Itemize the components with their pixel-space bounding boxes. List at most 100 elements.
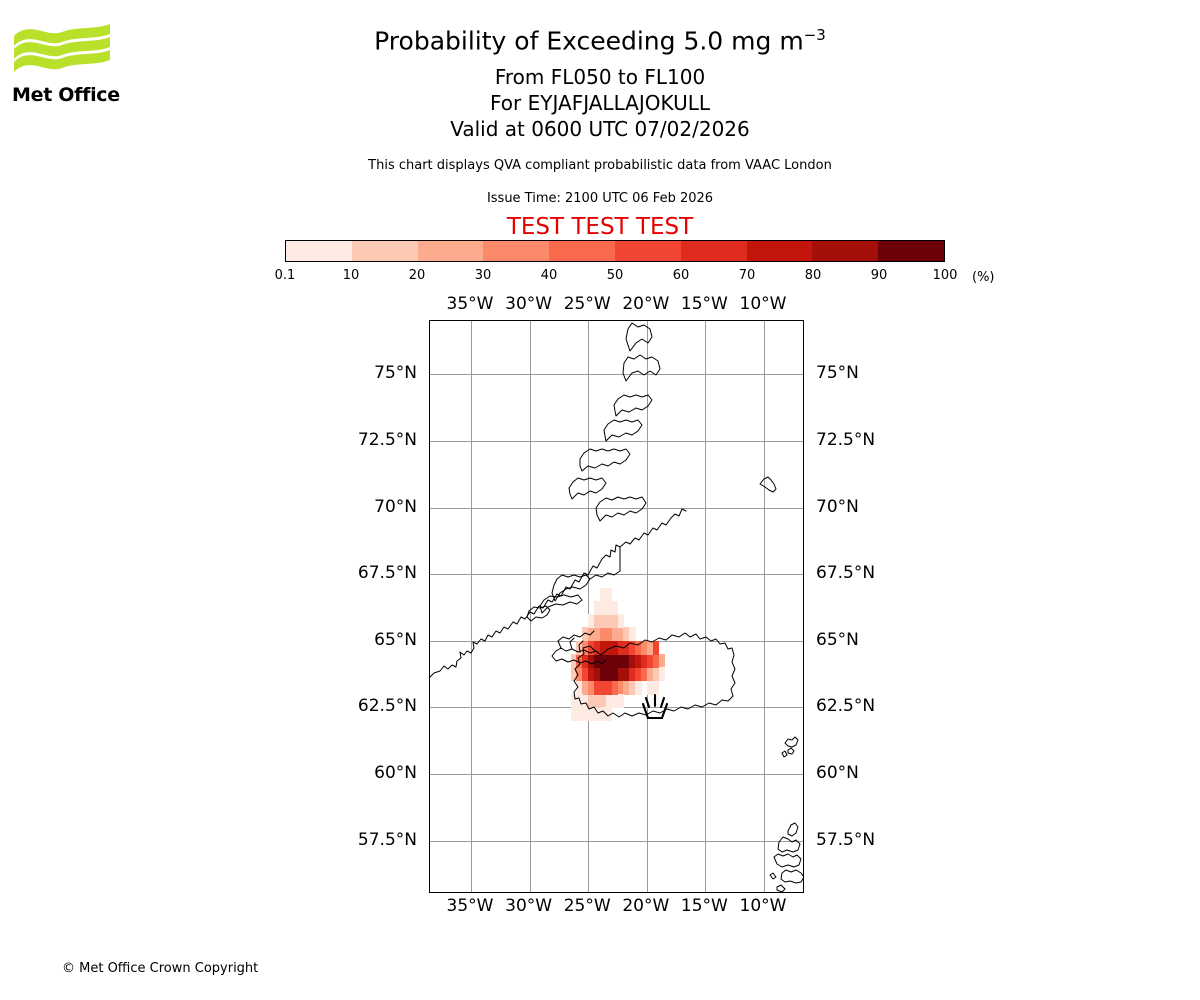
heatmap-cell	[588, 680, 595, 695]
heatmap-cell	[611, 640, 619, 655]
heatmap-cell	[623, 667, 630, 682]
colorbar-unit-label: (%)	[972, 270, 995, 285]
gridline-lon	[763, 321, 765, 892]
gridline-lat	[430, 374, 803, 376]
heatmap-cell	[623, 680, 630, 695]
heatmap-cell	[582, 667, 589, 682]
page-title-text: Probability of Exceeding 5.0 mg m	[374, 26, 804, 56]
lat-label-left: 62.5°N	[357, 696, 417, 717]
colorbar-band-3	[483, 241, 550, 261]
heatmap-cell	[635, 667, 642, 682]
lon-label: 30°W	[505, 896, 553, 916]
heatmap-cell	[570, 654, 578, 669]
gridline-lon	[705, 321, 707, 892]
map-plot-area	[429, 320, 804, 893]
heatmap-cell	[599, 627, 607, 642]
met-office-wordmark: Met Office	[12, 84, 120, 106]
heatmap-cell	[658, 654, 665, 669]
heatmap-cell	[599, 640, 607, 655]
heatmap-cell	[617, 654, 624, 669]
gridline-lat	[430, 574, 803, 576]
colorbar-tick-100: 100	[932, 268, 958, 283]
gridline-lat	[430, 507, 803, 509]
colorbar-band-0	[286, 241, 352, 261]
heatmap-cell	[588, 614, 595, 629]
colorbar-band-5	[614, 241, 681, 261]
heatmap-cell	[617, 694, 624, 709]
heatmap-cell	[594, 640, 601, 655]
heatmap-cell	[611, 600, 619, 615]
heatmap-cell	[646, 667, 654, 682]
lat-label-left: 72.5°N	[357, 429, 417, 450]
lat-label-right: 60°N	[816, 763, 859, 784]
heatmap-cell	[629, 627, 636, 642]
heatmap-cell	[599, 707, 607, 722]
heatmap-cell	[576, 654, 583, 669]
heatmap-cell	[599, 587, 607, 602]
lon-label: 30°W	[505, 294, 553, 314]
coastline-overlay	[430, 322, 803, 892]
heatmap-cell	[594, 707, 601, 722]
lat-label-left: 60°N	[374, 763, 417, 784]
heatmap-cell	[652, 680, 660, 695]
colorbar-band-6	[680, 241, 747, 261]
subtitle-flight-levels: From FL050 to FL100	[494, 64, 706, 89]
met-office-logo: Met Office	[12, 22, 132, 117]
lon-label: 20°W	[622, 294, 670, 314]
heatmap-cell	[617, 667, 624, 682]
heatmap-cell	[570, 667, 578, 682]
heatmap-cell	[652, 654, 660, 669]
ash-probability-heatmap	[430, 321, 803, 892]
heatmap-cell	[605, 614, 613, 629]
heatmap-cell	[605, 667, 613, 682]
colorbar-tick-20: 20	[408, 268, 426, 283]
heatmap-cell	[646, 654, 654, 669]
gridline-lat	[430, 774, 803, 776]
heatmap-cell	[594, 614, 601, 629]
heatmap-cell	[646, 680, 654, 695]
heatmap-cell	[617, 680, 624, 695]
heatmap-cell	[640, 640, 648, 655]
lat-label-right: 65°N	[816, 629, 859, 650]
heatmap-cell	[611, 614, 619, 629]
lon-label: 10°W	[739, 294, 787, 314]
map-frame	[429, 320, 804, 893]
page-title: Probability of Exceeding 5.0 mg m−3	[0, 26, 1200, 56]
heatmap-cell	[605, 600, 613, 615]
heatmap-cell	[617, 640, 624, 655]
colorbar-band-8	[812, 241, 879, 261]
heatmap-cell	[617, 614, 624, 629]
lon-label: 35°W	[446, 896, 494, 916]
lat-label-right: 75°N	[816, 363, 859, 384]
lat-label-right: 62.5°N	[816, 696, 876, 717]
lon-label: 35°W	[446, 294, 494, 314]
colorbar-tick-40: 40	[540, 268, 558, 283]
heatmap-cell	[629, 654, 636, 669]
colorbar-tick-10: 10	[342, 268, 360, 283]
probability-colorbar	[285, 240, 945, 262]
heatmap-cell	[635, 654, 642, 669]
colorbar-tick-labels: 0.1 10 20 30 40 50 60 70 80 90 100	[265, 268, 965, 286]
lat-label-right: 57.5°N	[816, 829, 876, 850]
heatmap-cell	[605, 680, 613, 695]
lat-label-left: 67.5°N	[357, 563, 417, 584]
heatmap-cell	[629, 667, 636, 682]
lat-label-right: 70°N	[816, 496, 859, 517]
heatmap-cell	[611, 654, 619, 669]
gridline-lon	[588, 321, 590, 892]
colorbar-bands	[285, 240, 945, 262]
heatmap-cell	[640, 667, 648, 682]
gridline-lon	[646, 321, 648, 892]
lon-label: 15°W	[680, 896, 728, 916]
heatmap-cell	[588, 667, 595, 682]
subtitle-valid-time: Valid at 0600 UTC 07/02/2026	[450, 116, 750, 141]
lon-label: 25°W	[563, 896, 611, 916]
lon-label: 15°W	[680, 294, 728, 314]
heatmap-cell	[605, 640, 613, 655]
heatmap-cell	[658, 667, 665, 682]
heatmap-cell	[640, 654, 648, 669]
subtitle-volcano: For EYJAFJALLAJOKULL	[490, 90, 710, 115]
heatmap-cell	[599, 694, 607, 709]
heatmap-cell	[635, 640, 642, 655]
lon-label: 20°W	[622, 896, 670, 916]
